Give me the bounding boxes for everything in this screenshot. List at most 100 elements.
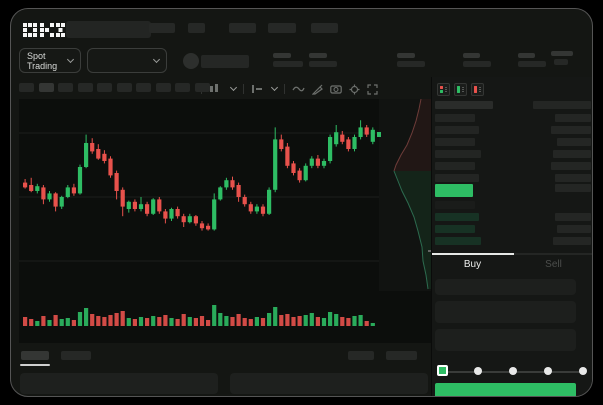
nav-item[interactable]: [229, 23, 256, 33]
candle-body: [279, 139, 284, 149]
ticker-stat-value: [518, 53, 535, 58]
amount-input[interactable]: [435, 301, 576, 323]
orderbook-row[interactable]: [435, 126, 591, 135]
timeframe-button[interactable]: [38, 83, 54, 92]
slider-handle[interactable]: [437, 365, 448, 376]
price-input[interactable]: [435, 279, 576, 295]
draw-pencil-icon[interactable]: [312, 84, 323, 95]
pair-select[interactable]: [87, 48, 167, 73]
orderbook-view-asks-icon[interactable]: [471, 83, 484, 96]
volume-bar: [108, 315, 113, 326]
volume-bar: [114, 313, 119, 326]
volume-bar: [267, 313, 272, 326]
volume-bar: [65, 318, 70, 326]
volume-bar: [242, 318, 247, 326]
settings-gear-icon[interactable]: [349, 84, 360, 95]
orderbook-row[interactable]: [435, 174, 591, 183]
timeframe-button[interactable]: [77, 83, 93, 92]
candle-body: [212, 199, 217, 230]
orderbook-row[interactable]: [435, 225, 591, 234]
volume-bar: [340, 317, 345, 326]
nav-item[interactable]: [268, 23, 296, 33]
chevron-down-icon: [66, 55, 75, 63]
orderbook-row[interactable]: [435, 150, 591, 159]
last-price-marker: [377, 132, 381, 137]
ticker-stat-value: [309, 53, 327, 58]
indicator-icon[interactable]: [251, 84, 265, 94]
fullscreen-icon[interactable]: [367, 83, 378, 95]
volume-bar: [181, 314, 186, 326]
bottom-tab[interactable]: [61, 351, 91, 360]
timeframe-button[interactable]: [116, 83, 132, 92]
buy-submit-button[interactable]: [435, 383, 576, 396]
volume-bar: [273, 307, 278, 326]
nav-item[interactable]: [311, 23, 338, 33]
orders-panel-row[interactable]: [230, 373, 428, 394]
volume-bar: [212, 305, 217, 326]
orderbook-row[interactable]: [435, 237, 591, 246]
orderbook-view-bids-icon[interactable]: [454, 83, 467, 96]
orderbook-row[interactable]: [435, 184, 591, 197]
okx-logo[interactable]: [23, 23, 65, 44]
timeframe-button[interactable]: [97, 83, 112, 92]
volume-bar: [236, 314, 241, 326]
okx-app-window: Spot Trading: [10, 8, 593, 397]
ticker-stat-label: [554, 59, 568, 65]
nav-item[interactable]: [149, 23, 175, 33]
orderbook-row[interactable]: [435, 101, 591, 110]
sell-tab[interactable]: Sell: [545, 259, 562, 270]
price-bar: [435, 184, 473, 197]
candle-body: [65, 187, 70, 197]
total-input[interactable]: [435, 329, 576, 351]
volume-bar: [254, 317, 259, 326]
camera-icon[interactable]: [330, 84, 342, 94]
orderbook-row[interactable]: [435, 162, 591, 171]
orderbook-row[interactable]: [435, 201, 591, 210]
timeframe-button[interactable]: [19, 83, 34, 92]
nav-item[interactable]: [188, 23, 205, 33]
account-pill[interactable]: [201, 55, 249, 68]
orderbook-row[interactable]: [435, 213, 591, 222]
trade-tabs-divider: [432, 253, 592, 255]
candle-body: [297, 170, 302, 181]
bottom-action[interactable]: [348, 351, 374, 360]
bottom-tab-active[interactable]: [21, 351, 49, 360]
line-tool-icon[interactable]: [292, 84, 305, 94]
orders-panel-row[interactable]: [20, 373, 218, 394]
slider-stop[interactable]: [474, 367, 482, 375]
slider-stop[interactable]: [579, 367, 587, 375]
orderbook-row[interactable]: [435, 138, 591, 147]
candle-style-icon[interactable]: [209, 84, 224, 94]
timeframe-button[interactable]: [136, 83, 151, 92]
amount-bar: [553, 150, 591, 158]
timeframe-button[interactable]: [58, 83, 73, 92]
candle-body: [248, 204, 253, 212]
volume-bar: [297, 316, 302, 326]
depth-asks-area: [394, 99, 433, 171]
price-bar: [435, 138, 475, 146]
timeframe-button[interactable]: [175, 83, 190, 92]
volume-bar: [90, 314, 95, 326]
volume-bar: [29, 319, 34, 326]
candle-body: [193, 216, 198, 224]
price-chart[interactable]: [19, 98, 433, 343]
volume-bar: [285, 314, 290, 326]
slider-stop[interactable]: [544, 367, 552, 375]
avatar[interactable]: [183, 53, 199, 69]
volume-bar: [303, 315, 308, 326]
timeframe-button[interactable]: [155, 83, 171, 92]
buy-tab[interactable]: Buy: [463, 259, 482, 270]
candle-body: [145, 204, 150, 214]
search-input[interactable]: [66, 21, 151, 38]
chevron-down-icon[interactable]: [270, 83, 279, 92]
slider-stop[interactable]: [509, 367, 517, 375]
orderbook-view-both-icon[interactable]: [437, 83, 450, 96]
chevron-down-icon[interactable]: [229, 83, 238, 92]
market-type-select[interactable]: Spot Trading: [19, 48, 81, 73]
candle-body: [370, 129, 375, 142]
ticker-stat-value: [397, 53, 415, 58]
bottom-action[interactable]: [386, 351, 417, 360]
timeframe-button[interactable]: [194, 83, 210, 92]
orderbook-row[interactable]: [435, 114, 591, 123]
ticker-stat-label: [309, 61, 337, 67]
